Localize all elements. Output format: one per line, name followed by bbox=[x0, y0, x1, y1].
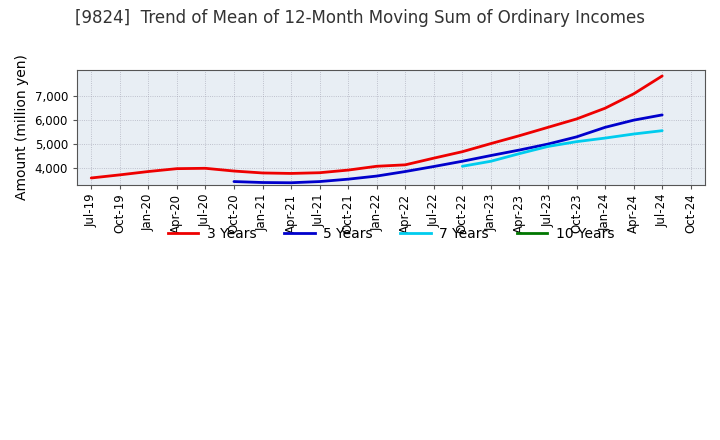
Legend: 3 Years, 5 Years, 7 Years, 10 Years: 3 Years, 5 Years, 7 Years, 10 Years bbox=[162, 221, 620, 246]
5 Years bbox=[258, 180, 267, 185]
3 Years bbox=[115, 172, 124, 177]
7 Years bbox=[515, 151, 523, 156]
5 Years bbox=[600, 125, 609, 130]
Y-axis label: Amount (million yen): Amount (million yen) bbox=[15, 55, 29, 200]
3 Years bbox=[87, 175, 96, 180]
5 Years bbox=[430, 164, 438, 169]
7 Years bbox=[572, 139, 581, 144]
5 Years bbox=[401, 169, 410, 174]
7 Years bbox=[658, 128, 667, 133]
5 Years bbox=[372, 173, 381, 179]
3 Years bbox=[372, 164, 381, 169]
7 Years bbox=[487, 158, 495, 164]
5 Years bbox=[629, 117, 638, 123]
3 Years bbox=[515, 133, 523, 138]
5 Years bbox=[287, 180, 295, 185]
3 Years bbox=[572, 116, 581, 121]
5 Years bbox=[230, 179, 238, 184]
3 Years bbox=[258, 170, 267, 176]
3 Years bbox=[315, 170, 324, 176]
3 Years bbox=[144, 169, 153, 174]
3 Years bbox=[287, 171, 295, 176]
3 Years bbox=[600, 106, 609, 111]
3 Years bbox=[629, 91, 638, 96]
3 Years bbox=[230, 169, 238, 174]
3 Years bbox=[344, 168, 353, 173]
5 Years bbox=[344, 176, 353, 182]
Line: 7 Years: 7 Years bbox=[462, 131, 662, 166]
Line: 3 Years: 3 Years bbox=[91, 76, 662, 178]
5 Years bbox=[487, 153, 495, 158]
5 Years bbox=[315, 179, 324, 184]
5 Years bbox=[544, 141, 552, 147]
7 Years bbox=[544, 144, 552, 149]
3 Years bbox=[658, 73, 667, 79]
3 Years bbox=[430, 155, 438, 161]
3 Years bbox=[544, 125, 552, 130]
5 Years bbox=[515, 147, 523, 153]
3 Years bbox=[401, 162, 410, 168]
3 Years bbox=[458, 149, 467, 154]
7 Years bbox=[629, 132, 638, 137]
Line: 5 Years: 5 Years bbox=[234, 115, 662, 183]
7 Years bbox=[600, 136, 609, 141]
3 Years bbox=[173, 166, 181, 171]
5 Years bbox=[458, 158, 467, 164]
7 Years bbox=[458, 164, 467, 169]
3 Years bbox=[201, 166, 210, 171]
Text: [9824]  Trend of Mean of 12-Month Moving Sum of Ordinary Incomes: [9824] Trend of Mean of 12-Month Moving … bbox=[75, 9, 645, 27]
5 Years bbox=[658, 112, 667, 117]
5 Years bbox=[572, 134, 581, 139]
3 Years bbox=[487, 141, 495, 146]
